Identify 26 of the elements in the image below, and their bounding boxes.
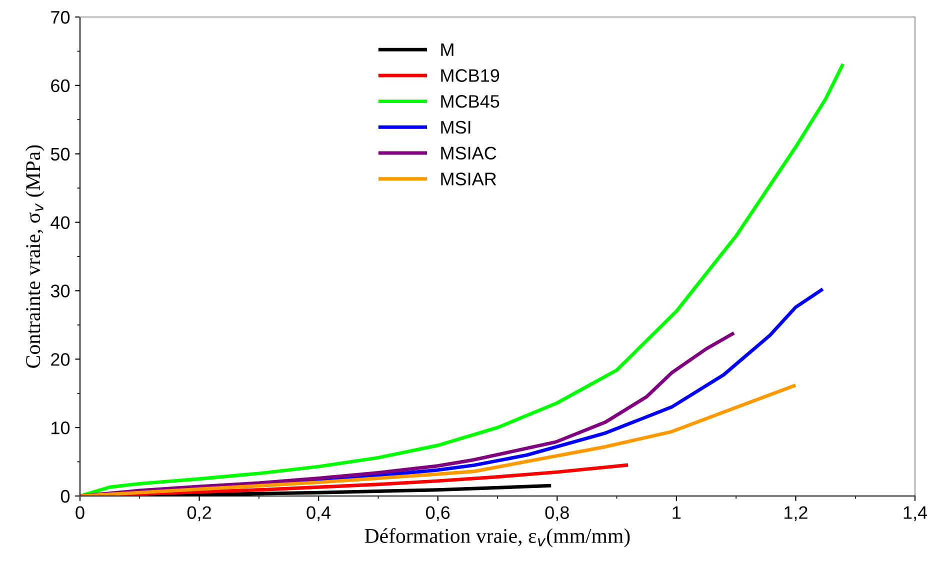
x-tick-label: 0,4 [306, 506, 331, 522]
x-tick-label: 1,2 [784, 506, 808, 522]
legend-label: M [441, 43, 454, 56]
x-tick-label: 0 [76, 506, 84, 519]
y-tick-label: 60 [51, 79, 70, 92]
legend-label: MSIAC [441, 146, 496, 160]
legend-label: MCB45 [441, 95, 500, 108]
x-tick-label: 1,4 [904, 506, 928, 522]
y-tick-label: 20 [51, 353, 70, 366]
y-tick-label: 30 [50, 284, 70, 298]
line-series [80, 64, 844, 496]
y-axis-title: Contrainte vraie, σ$_{v}$ (MPa) [25, 145, 44, 368]
y-tick-label: 10 [52, 422, 70, 434]
x-tick-label: 0,6 [426, 506, 450, 522]
legend-label: MSI [441, 120, 470, 134]
legend-label: MSIAR [441, 172, 496, 186]
x-tick-label: 0,2 [187, 506, 211, 522]
x-tick-label: 0,8 [545, 506, 569, 522]
x-axis-title: Déformation vraie, ε$_{v}$(mm/mm) [364, 528, 630, 548]
line-series [80, 384, 796, 496]
y-tick-label: 40 [50, 216, 70, 230]
x-tick-label: 1 [672, 506, 681, 519]
y-tick-label: 50 [50, 148, 70, 161]
legend-label: MCB19 [441, 69, 500, 82]
y-tick-label: 70 [51, 10, 70, 24]
y-tick-label: 0 [60, 490, 70, 503]
